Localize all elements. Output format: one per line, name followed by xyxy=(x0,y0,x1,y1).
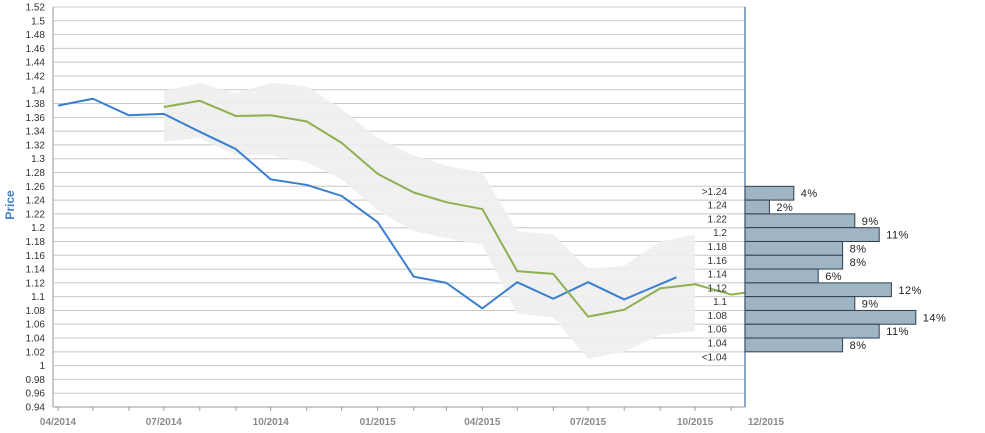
distribution-category-label: <1.04 xyxy=(702,352,728,363)
distribution-category-label: 1.1 xyxy=(713,297,727,308)
distribution-bar xyxy=(744,268,819,284)
distribution-category-label: 1.2 xyxy=(713,228,727,239)
y-tick-label: 0.96 xyxy=(26,389,46,400)
distribution-category-label: 1.24 xyxy=(708,201,728,212)
distribution-bar-label: 2% xyxy=(776,202,793,214)
y-tick-label: 1.36 xyxy=(26,113,46,124)
series-line-2 xyxy=(163,99,789,318)
distribution-bar xyxy=(744,199,770,215)
y-tick-label: 1.1 xyxy=(31,292,45,303)
y-tick-label: 1.42 xyxy=(26,71,46,82)
x-tick-label: 07/2014 xyxy=(146,417,183,428)
distribution-bar xyxy=(744,240,844,256)
y-tick-label: 1.02 xyxy=(26,347,46,358)
y-tick-label: 1.32 xyxy=(26,140,46,151)
distribution-bar-label: 11% xyxy=(886,230,909,242)
y-tick-label: 1.48 xyxy=(26,30,46,41)
distribution-category-label: >1.24 xyxy=(702,187,728,198)
distribution-bar xyxy=(744,337,844,353)
y-tick-label: 1.2 xyxy=(31,223,45,234)
y-axis-label: Price xyxy=(3,190,17,220)
y-tick-label: 1.14 xyxy=(26,265,46,276)
y-tick-label: 1.38 xyxy=(26,99,46,110)
confidence-band xyxy=(163,82,696,359)
x-tick-label: 01/2015 xyxy=(360,417,397,428)
distribution-bar-label: 8% xyxy=(850,243,867,255)
y-tick-labels: 0.94 0.96 0.98 1 1.02 1.04 1.06 1.08 1.1 1.12 1.14… xyxy=(26,3,46,414)
y-tick-label: 1.26 xyxy=(26,182,46,193)
distribution-bar xyxy=(744,309,917,325)
y-tick-label: 1.06 xyxy=(26,320,46,331)
distribution-bar-label: 9% xyxy=(862,299,879,311)
distribution-bar-label: 14% xyxy=(923,312,947,324)
y-tick-label: 1.46 xyxy=(26,44,46,55)
distribution-category-label: 1.06 xyxy=(708,325,728,336)
distribution-bar-label: 4% xyxy=(801,188,818,200)
distribution-bar-label: 6% xyxy=(825,271,842,283)
y-tick-label: 1 xyxy=(39,361,45,372)
y-tick-label: 1.16 xyxy=(26,251,46,262)
distribution-category-label: 1.14 xyxy=(708,270,728,281)
distribution-bar xyxy=(744,296,856,311)
y-tick-label: 1.5 xyxy=(31,16,45,27)
series-lines xyxy=(57,97,789,318)
distribution-bar xyxy=(744,227,880,242)
x-tick-label: 12/2015 xyxy=(748,417,785,428)
x-tick-labels: 04/2014 07/2014 10/2014 01/2015 04/2015 07/20… xyxy=(40,417,785,428)
y-tick-label: 1.24 xyxy=(26,196,46,207)
distribution-bar xyxy=(744,323,880,339)
y-tick-label: 1.28 xyxy=(26,168,46,179)
x-tick-label: 10/2014 xyxy=(253,417,290,428)
distribution-category-label: 1.08 xyxy=(708,311,728,322)
distribution-bar xyxy=(744,282,892,298)
distribution-category-label: 1.22 xyxy=(708,214,728,225)
distribution-bar-label: 8% xyxy=(850,340,867,352)
distribution-category-label: 1.12 xyxy=(708,283,728,294)
distribution-bar-label: 9% xyxy=(862,216,879,228)
distribution-bar-label: 8% xyxy=(850,257,867,269)
distribution-bar xyxy=(744,254,844,270)
x-tick-label: 04/2014 xyxy=(40,417,77,428)
y-tick-label: 0.98 xyxy=(26,375,46,386)
y-tick-label: 1.34 xyxy=(26,127,46,138)
distribution-bar xyxy=(744,213,856,229)
distribution-category-label: 1.16 xyxy=(708,256,728,267)
y-tick-label: 1.3 xyxy=(31,154,45,165)
distribution-bar-label: 12% xyxy=(898,285,922,297)
y-tick-label: 1.04 xyxy=(26,334,46,345)
series-line-1 xyxy=(57,97,677,310)
distribution-category-label: 1.04 xyxy=(708,339,728,350)
forecast-band xyxy=(163,82,696,359)
x-tick-label: 04/2015 xyxy=(464,417,501,428)
y-tick-label: 1.18 xyxy=(26,237,46,248)
distribution-bar xyxy=(744,185,795,201)
y-tick-label: 1.08 xyxy=(26,306,46,317)
distribution-bar-label: 11% xyxy=(886,326,909,338)
distribution-category-label: 1.18 xyxy=(708,242,728,253)
x-tick-label: 10/2015 xyxy=(677,417,714,428)
y-tick-label: 1.22 xyxy=(26,209,46,220)
y-tick-label: 0.94 xyxy=(26,403,46,414)
distribution-bars: >1.24 1.24 1.22 1.2 1.18 1.16 1.14 1.12 1.1 1.08 1… xyxy=(702,185,947,363)
y-tick-label: 1.4 xyxy=(31,85,45,96)
y-tick-label: 1.44 xyxy=(26,58,46,69)
y-tick-label: 1.52 xyxy=(26,3,46,14)
y-tick-label: 1.12 xyxy=(26,278,46,289)
x-tick-label: 07/2015 xyxy=(570,417,607,428)
